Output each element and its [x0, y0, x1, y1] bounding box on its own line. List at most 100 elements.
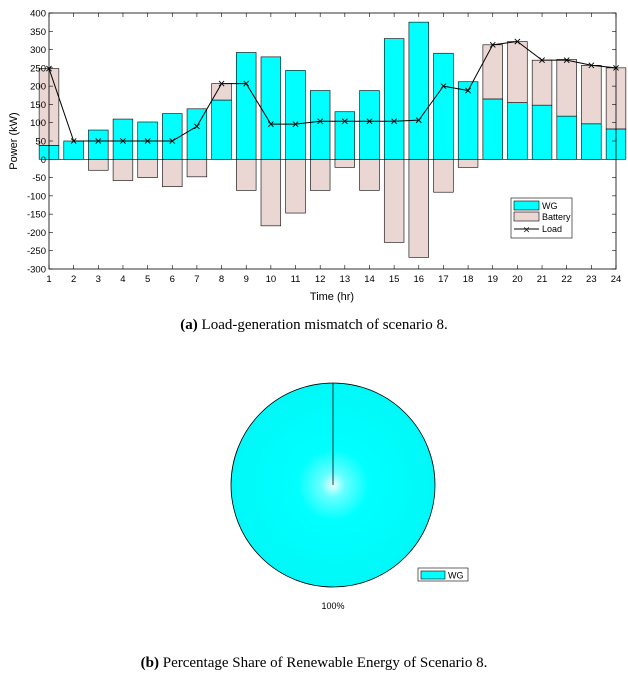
- y-tick-label: 100: [30, 118, 46, 129]
- load-point-stroke: [193, 123, 200, 130]
- y-axis-label: Power (kW): [8, 112, 20, 169]
- y-tick-label: 400: [30, 9, 46, 20]
- caption-b-text: Percentage Share of Renewable Energy of …: [162, 655, 488, 671]
- load-point-stroke: [440, 83, 447, 90]
- bar-chart: -300 -250 -200 -150 -100 -50 0 50 100 150 200 250 30…: [8, 9, 627, 303]
- x-tick-label: 20: [512, 274, 523, 285]
- x-tick-label: 3: [96, 274, 101, 285]
- bar-wg: [260, 56, 282, 160]
- x-tick-label: 5: [145, 274, 150, 285]
- x-tick-label: 19: [487, 274, 498, 285]
- y-tick-label: 50: [35, 137, 46, 148]
- load-point-stroke: [243, 80, 250, 87]
- bar-battery: [162, 158, 183, 188]
- bar-battery: [482, 44, 503, 100]
- load-point: [292, 121, 299, 128]
- x-tick-label: 8: [219, 274, 224, 285]
- load-point-stroke: [563, 57, 570, 64]
- load-point-stroke: [120, 138, 126, 144]
- y-tick-label: 0: [41, 155, 46, 166]
- bar-wg: [482, 98, 503, 160]
- caption-a: (a) Load-generation mismatch of scenario…: [0, 317, 628, 334]
- bar-battery: [457, 158, 479, 168]
- bar-wg: [383, 38, 405, 160]
- y-tick-label: -200: [27, 228, 46, 239]
- bar-wg: [531, 104, 553, 160]
- x-tick-label: 9: [244, 274, 249, 285]
- bar-battery: [531, 59, 553, 106]
- load-point: [120, 138, 126, 144]
- x-tick-label: 10: [266, 274, 277, 285]
- caption-b-label: (b): [140, 655, 159, 671]
- x-tick-label: 18: [463, 274, 474, 285]
- load-point: [341, 118, 348, 125]
- x-axis-label: Time (hr): [310, 291, 354, 303]
- bar-battery: [359, 158, 380, 191]
- legend-swatch-wg: [513, 200, 540, 211]
- load-point: [465, 87, 472, 94]
- y-tick-label: -150: [27, 210, 46, 221]
- bar-wg: [334, 111, 355, 160]
- pie-legend-swatch-wg: [420, 570, 446, 580]
- bar-battery: [507, 41, 528, 103]
- load-point-stroke: [539, 57, 545, 64]
- load-point: [440, 83, 447, 90]
- bar-wg: [211, 99, 232, 160]
- bar-wg: [236, 52, 257, 160]
- bar-battery: [334, 158, 355, 168]
- load-point-stroke: [341, 118, 348, 125]
- y-tick-label: 150: [30, 100, 46, 111]
- x-tick-label: 13: [340, 274, 351, 285]
- legend: WG Battery × Load: [510, 197, 573, 239]
- load-point-stroke: [267, 121, 274, 128]
- legend-swatch-battery: [513, 211, 540, 222]
- load-point-stroke: [169, 138, 176, 144]
- pie-legend: WG: [417, 567, 469, 582]
- bar-wg: [186, 108, 208, 160]
- load-point: [563, 57, 570, 64]
- load-point-stroke: [588, 62, 595, 69]
- load-point-stroke: [391, 118, 398, 125]
- x-tick-label: 6: [170, 274, 175, 285]
- load-point-stroke: [465, 87, 472, 94]
- bar-battery: [88, 158, 109, 171]
- load-point-stroke: [95, 138, 102, 144]
- bar-wg: [581, 123, 602, 160]
- bar-battery: [285, 158, 306, 214]
- bar-wg: [556, 115, 577, 160]
- bar-battery: [236, 158, 257, 191]
- load-point-stroke: [317, 118, 324, 125]
- bar-battery: [186, 158, 208, 178]
- y-tick-label: 250: [30, 63, 46, 74]
- x-tick-label: 4: [120, 274, 125, 285]
- load-point: [489, 41, 496, 48]
- bar-wg: [433, 52, 454, 160]
- caption-a-text: Load-generation mismatch of scenario 8.: [201, 317, 448, 333]
- pie-chart: 100% WG: [230, 382, 469, 611]
- x-tick-label: 16: [413, 274, 424, 285]
- bar-battery: [383, 158, 405, 243]
- bar-battery: [260, 158, 282, 227]
- x-tick-label: 23: [586, 274, 597, 285]
- load-point-stroke: [292, 121, 299, 128]
- x-tick-label: 15: [389, 274, 400, 285]
- bar-battery: [137, 158, 158, 178]
- bar-battery: [581, 64, 602, 125]
- caption-a-label: (a): [180, 317, 198, 333]
- load-point: [514, 38, 521, 45]
- load-point-stroke: [514, 38, 521, 45]
- x-tick-label: 2: [71, 274, 76, 285]
- bar-wg: [457, 81, 479, 160]
- x-tick-label: 24: [611, 274, 622, 285]
- bar-wg: [310, 90, 331, 160]
- x-tick-label: 1: [46, 274, 51, 285]
- y-tick-label: -300: [27, 265, 46, 276]
- load-point: [415, 117, 422, 124]
- pie-slice-label: 100%: [321, 601, 344, 611]
- y-tick-label: -50: [32, 173, 46, 184]
- caption-b: (b) Percentage Share of Renewable Energy…: [0, 655, 628, 672]
- x-tick-label: 14: [364, 274, 375, 285]
- load-point: [243, 80, 250, 87]
- bar-battery: [310, 158, 331, 191]
- load-point: [366, 118, 373, 125]
